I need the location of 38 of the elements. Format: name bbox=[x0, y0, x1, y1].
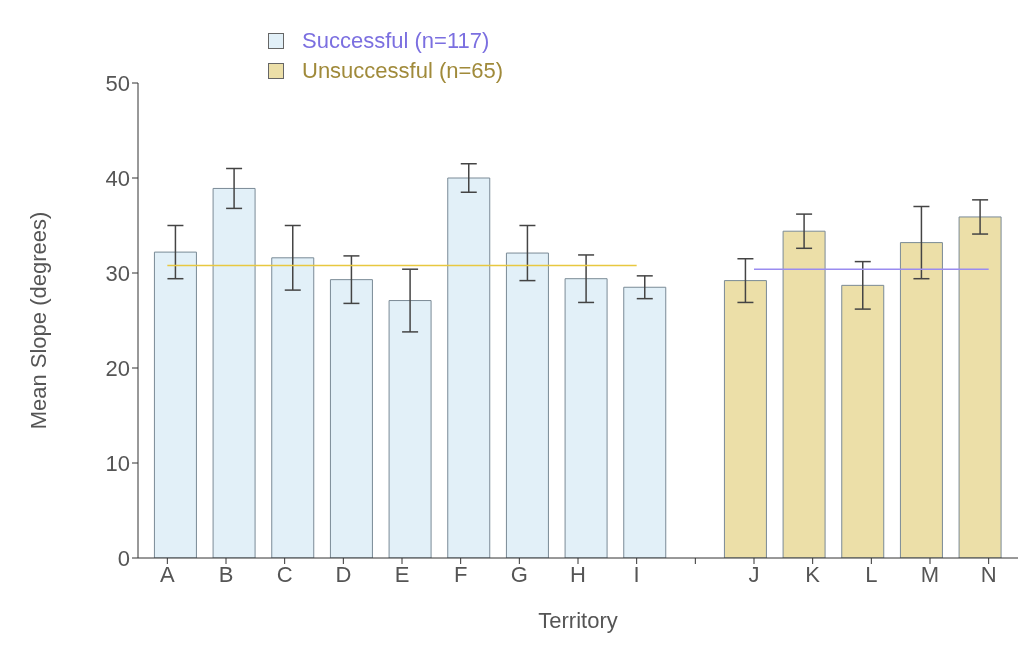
x-tick-label: J bbox=[748, 561, 760, 587]
y-tick-label: 20 bbox=[105, 355, 130, 381]
legend-label: Unsuccessful (n=65) bbox=[302, 58, 504, 84]
legend-label: Successful (n=117) bbox=[302, 28, 490, 54]
bar bbox=[958, 216, 1002, 558]
y-tick-label: 50 bbox=[105, 70, 130, 96]
x-tick-label: C bbox=[276, 561, 293, 587]
bar bbox=[899, 242, 943, 558]
x-tick-label: I bbox=[633, 561, 640, 587]
y-tick-label: 30 bbox=[105, 260, 130, 286]
bar bbox=[271, 257, 315, 558]
y-tick-label: 0 bbox=[117, 545, 130, 571]
bar bbox=[782, 230, 826, 558]
x-tick-label: N bbox=[980, 561, 997, 587]
bar bbox=[841, 284, 885, 558]
bar bbox=[623, 286, 667, 558]
x-tick-label: K bbox=[805, 561, 821, 587]
bar bbox=[212, 187, 256, 558]
x-tick-label: E bbox=[394, 561, 410, 587]
x-tick-label: B bbox=[218, 561, 234, 587]
bar bbox=[388, 300, 432, 558]
bar bbox=[153, 251, 197, 558]
x-axis-title: Territory bbox=[538, 608, 618, 633]
y-tick-label: 10 bbox=[105, 450, 130, 476]
bar bbox=[723, 280, 767, 558]
x-tick-label: L bbox=[865, 561, 878, 587]
x-tick-label: A bbox=[159, 561, 175, 587]
bar bbox=[447, 177, 491, 558]
x-tick-label: G bbox=[510, 561, 528, 587]
bar bbox=[564, 278, 608, 558]
y-tick-label: 40 bbox=[105, 165, 130, 191]
bar bbox=[505, 252, 549, 558]
x-tick-label: H bbox=[570, 561, 586, 587]
x-tick-label: D bbox=[335, 561, 352, 587]
x-tick-label: F bbox=[453, 561, 468, 587]
bar bbox=[329, 279, 373, 558]
y-axis-title: Mean Slope (degrees) bbox=[25, 211, 51, 430]
x-tick-label: M bbox=[920, 561, 940, 587]
